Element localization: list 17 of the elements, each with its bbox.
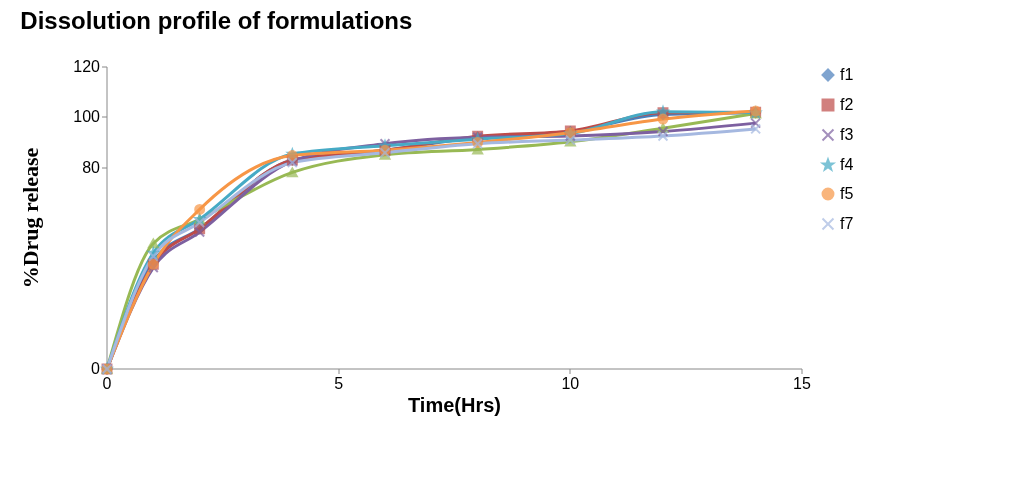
legend-label: f1 [840,66,854,83]
x-tick-label: 10 [561,375,580,392]
legend-label: f3 [840,126,854,143]
y-axis-title: %Drug release [18,147,44,289]
x-tick-label: 0 [102,375,112,392]
chart-title: Dissolution profile of formulations [20,7,413,34]
y-tick-label: 120 [73,58,101,75]
x-tick-label: 5 [334,375,344,392]
y-tick-label: 0 [91,360,101,377]
legend-label: f4 [840,156,854,173]
legend-label: f5 [840,185,854,202]
y-tick-label: 100 [73,108,101,126]
y-tick-label: 80 [82,158,101,176]
x-axis-title: Time(Hrs) [408,394,501,416]
legend-label: f7 [840,215,854,232]
x-tick-label: 15 [793,375,811,392]
legend-label: f2 [840,96,854,113]
